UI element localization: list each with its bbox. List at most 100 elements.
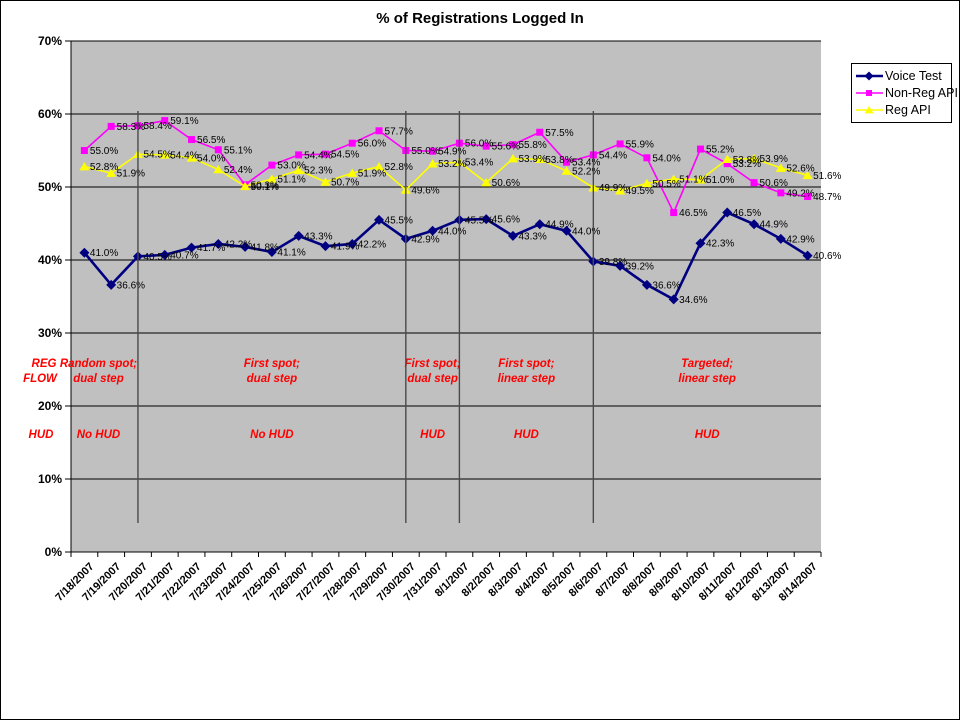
chart-title: % of Registrations Logged In [376,10,584,27]
data-point-label: 53.0% [277,161,305,172]
data-point-marker [723,160,731,168]
data-point-label: 41.1% [277,247,305,258]
data-point-label: 53.2% [733,159,761,170]
reg-flow-annotation: Random spot; [60,358,137,370]
reg-flow-annotation: linear step [498,373,556,385]
data-point-marker [695,175,706,184]
data-point-marker [563,158,571,166]
data-point-marker [347,168,358,177]
data-point-label: 34.6% [679,295,707,306]
y-axis-label: 50% [38,180,62,194]
voice-test-line-marker-icon [856,71,883,81]
data-point-marker [320,177,331,186]
data-point-marker [320,241,331,252]
y-axis-label: 0% [45,545,63,559]
data-point-marker [561,166,572,175]
data-point-label: 44.0% [572,226,600,237]
data-point-marker [427,225,438,236]
y-axis-label: 30% [38,326,62,340]
data-point-label: 57.5% [545,128,573,139]
data-point-marker [749,154,760,163]
data-point-label: 52.8% [385,162,413,173]
data-point-label: 44.0% [438,226,466,237]
legend-item-reg-api: Reg API [856,103,948,117]
data-point-label: 52.4% [224,165,252,176]
data-point-marker [722,154,733,164]
legend-item-voice-test: Voice Test [856,69,948,83]
data-point-marker [214,146,222,154]
data-point-label: 59.1% [170,116,198,127]
data-point-label: 49.5% [626,186,654,197]
data-point-marker [481,214,492,225]
data-point-marker [775,163,786,172]
data-point-label: 40.6% [813,251,841,262]
data-point-label: 55.0% [411,146,439,157]
series-line [83,119,808,215]
data-point-label: 45.5% [385,215,413,226]
data-point-marker [375,127,383,135]
data-point-marker [295,151,303,159]
y-axis-label: 60% [38,107,62,121]
data-point-marker [427,159,438,168]
data-point-label: 55.8% [518,140,546,151]
data-point-marker [802,170,813,180]
data-point-label: 46.5% [733,208,761,219]
region-annotations: REG FLOW HUD Random spot; dual step No HUD Fir… [23,358,736,441]
reg-flow-annotation: Targeted; [681,358,733,370]
data-point-label: 49.9% [599,183,627,194]
data-point-marker [507,154,518,163]
data-point-marker [777,189,785,197]
data-point-marker [186,153,197,162]
data-point-label: 53.2% [438,159,466,170]
reg-flow-annotation: First spot; [498,358,554,370]
data-point-label: 55.1% [224,145,252,156]
data-point-marker [802,250,813,261]
data-point-marker [775,233,786,244]
data-point-label: 42.2% [224,239,252,250]
data-point-label: 43.3% [518,231,546,242]
data-point-label: 54.4% [599,150,627,161]
data-point-label: 40.5% [143,252,171,263]
reg-flow-annotation: linear step [678,373,736,385]
hud-annotation: HUD [420,429,445,441]
data-point-label: 42.9% [786,234,814,245]
gridlines [71,40,821,480]
data-point-label: 54.5% [143,150,171,161]
data-point-marker [161,117,169,125]
data-point-label: 39.8% [599,257,627,268]
data-point-marker [293,230,304,241]
data-point-label: 51.0% [706,175,734,186]
data-point-label: 49.2% [786,188,814,199]
data-point-marker [696,145,704,153]
data-point-label: 53.4% [572,158,600,169]
data-point-label: 52.2% [572,166,600,177]
reg-flow-row-label: REG [32,358,57,370]
data-point-label: 51.9% [117,169,145,180]
data-point-label: 54.0% [652,153,680,164]
reg-flow-annotation: dual step [247,373,297,385]
y-axis: 0% 10% 20% 30% 40% 50% 60% 70% [38,34,821,559]
plot-background [71,41,821,552]
data-point-marker [750,179,758,187]
data-point-label: 52.3% [304,166,332,177]
data-point-marker [79,247,90,258]
reg-flow-annotation: First spot; [404,358,460,370]
data-point-marker [213,164,224,174]
x-axis: 7/18/20077/19/20077/20/20077/21/20077/22… [53,552,822,604]
data-point-label: 42.3% [706,239,734,250]
series-line [84,153,808,192]
data-point-marker [266,246,277,257]
reg-api-line-marker-icon [856,106,883,114]
data-point-marker [188,136,196,144]
data-point-label: 44.9% [760,220,788,231]
data-point-label: 53.9% [518,154,546,165]
hud-annotation: No HUD [77,429,120,441]
data-point-label: 44.9% [545,220,573,231]
hud-row-label: HUD [29,429,54,441]
data-point-marker [321,150,329,158]
data-point-marker [80,147,88,154]
data-point-label: 41.8% [251,242,279,253]
data-point-marker [616,140,624,148]
data-point-marker [615,186,626,195]
